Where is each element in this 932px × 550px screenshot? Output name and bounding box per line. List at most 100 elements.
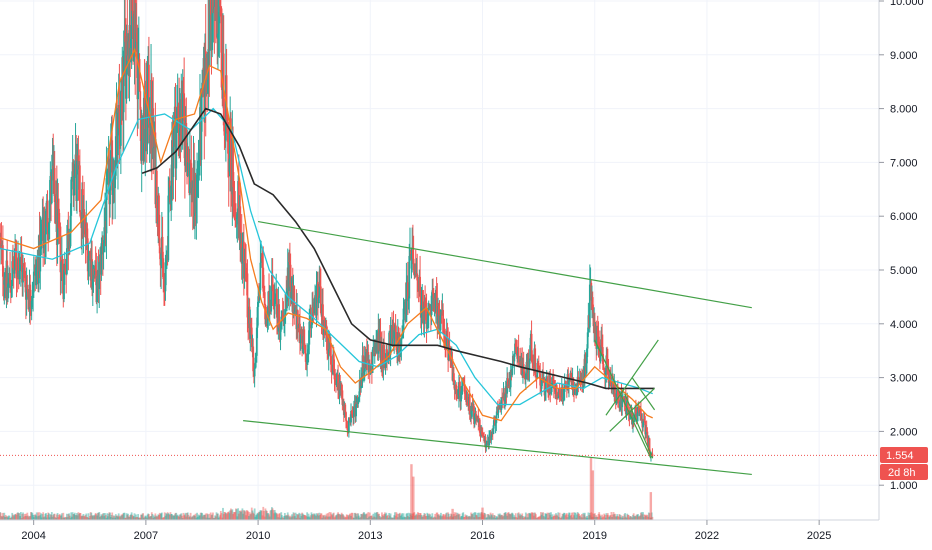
volume-bar — [385, 512, 388, 520]
volume-bar — [396, 513, 398, 520]
volume-bar — [463, 516, 466, 520]
volume-bar — [488, 516, 491, 520]
volume-bar — [106, 513, 109, 520]
volume-bar — [351, 512, 354, 520]
volume-bar — [135, 514, 137, 520]
volume-bar — [471, 514, 474, 520]
candle-body — [153, 146, 155, 149]
volume-bar — [237, 508, 239, 520]
time-axis[interactable]: 2004 2007 2010 2013 2016 2019 2022 2025 — [21, 520, 831, 542]
volume-bar — [606, 513, 609, 520]
volume-bar — [517, 512, 520, 520]
volume-bar — [39, 515, 42, 520]
trendline[interactable] — [594, 339, 652, 459]
volume-bar — [7, 515, 10, 520]
trendline[interactable] — [624, 393, 654, 459]
volume-bar — [470, 514, 473, 520]
volume-bar — [310, 512, 313, 520]
candle-body — [233, 202, 236, 211]
candle-body — [119, 90, 122, 146]
volume-bar — [497, 513, 500, 520]
volume-bar — [491, 515, 493, 520]
candle-body — [329, 343, 332, 365]
volume-bar — [432, 517, 435, 520]
volume-bar — [428, 513, 431, 520]
candle-body — [328, 333, 331, 350]
trendline[interactable] — [631, 377, 656, 411]
volume-bar — [394, 515, 397, 520]
x-tick-label: 2025 — [807, 530, 831, 542]
volume-bar — [260, 510, 263, 520]
volume-bar — [641, 514, 644, 520]
volume-bar — [363, 513, 366, 520]
volume-bar — [460, 516, 462, 520]
volume-bar — [117, 513, 120, 520]
candle-body — [473, 414, 476, 424]
volume-bar — [133, 513, 136, 520]
volume-bar — [651, 516, 654, 520]
volume-bar — [369, 516, 372, 520]
volume-bar — [203, 514, 206, 520]
candle-body — [442, 332, 445, 335]
volume-bar — [219, 510, 222, 520]
volume-bar — [604, 514, 606, 520]
volume-bar — [617, 517, 620, 520]
candle-body — [460, 391, 462, 402]
volume-bar — [571, 517, 574, 520]
volume-bar — [162, 517, 165, 520]
volume-bar — [14, 514, 17, 520]
volume-bar — [72, 514, 75, 520]
volume-bar — [629, 516, 632, 520]
volume-bar — [473, 512, 476, 520]
volume-bar — [449, 516, 452, 520]
candle-body — [32, 292, 34, 297]
volume-bar — [301, 513, 304, 520]
volume-bar — [297, 513, 300, 520]
volume-bar — [233, 511, 236, 520]
volume-bar — [258, 511, 261, 520]
volume-bar — [465, 515, 468, 520]
candle-body — [58, 225, 61, 227]
candle-body — [31, 296, 34, 301]
candle-body — [575, 388, 578, 396]
volume-bar — [358, 517, 361, 520]
candle-body — [467, 405, 470, 407]
volume-bar — [542, 515, 545, 520]
price-axis[interactable]: 10.000 9.000 8.000 7.000 6.000 5.000 4.000 3.00… — [879, 0, 924, 492]
candle-body — [57, 202, 60, 209]
volume-bar — [532, 512, 534, 520]
volume-bar — [519, 513, 521, 520]
trendlines[interactable] — [243, 220, 752, 476]
volume-bar — [568, 512, 571, 520]
candle-body — [283, 315, 286, 321]
volume-bar — [137, 517, 140, 520]
candle-body — [144, 128, 147, 144]
volume-bar — [0, 512, 2, 520]
candle-body — [158, 195, 160, 239]
candle-body — [313, 298, 316, 314]
candle-body — [319, 286, 322, 314]
candle-body — [11, 261, 14, 286]
volume-bar — [352, 517, 355, 520]
volume-bar — [558, 512, 561, 520]
volume-bar — [625, 517, 628, 520]
trendline[interactable] — [257, 220, 752, 309]
volume-bar — [19, 516, 22, 520]
candle-body — [283, 320, 286, 321]
volume-bar — [355, 513, 357, 520]
trendline[interactable] — [243, 420, 752, 476]
candle-body — [599, 350, 602, 362]
candle-body — [540, 379, 543, 389]
volume-bar — [161, 517, 164, 520]
y-tick-label: 4.000 — [890, 319, 918, 331]
candle-body — [209, 0, 211, 51]
candle-body — [577, 376, 580, 381]
volume-bar — [299, 517, 301, 520]
volume-bar — [66, 517, 69, 520]
volume-bar — [27, 515, 29, 520]
candle-body — [573, 391, 576, 394]
candle-body — [271, 274, 274, 292]
volume-bar — [402, 513, 405, 520]
volume-bar — [115, 516, 118, 520]
